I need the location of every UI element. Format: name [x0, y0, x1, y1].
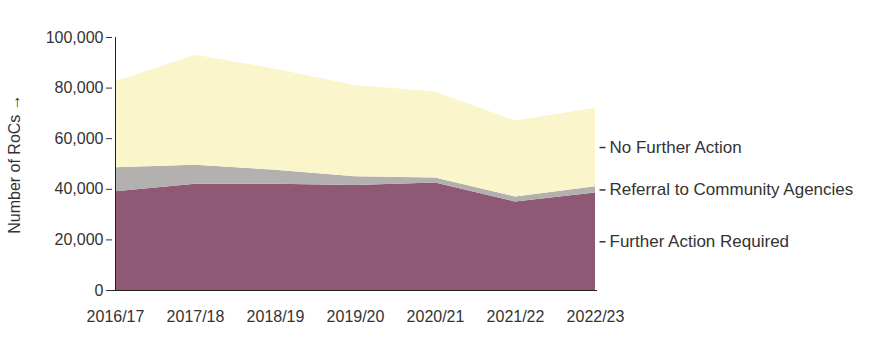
svg-text:2016/17: 2016/17 — [87, 308, 145, 325]
svg-text:2020/21: 2020/21 — [407, 308, 465, 325]
svg-text:100,000: 100,000 — [46, 29, 104, 46]
svg-text:40,000: 40,000 — [55, 180, 104, 197]
svg-text:60,000: 60,000 — [55, 130, 104, 147]
svg-text:Further Action Required: Further Action Required — [610, 232, 790, 251]
svg-text:20,000: 20,000 — [55, 231, 104, 248]
svg-text:2017/18: 2017/18 — [167, 308, 225, 325]
svg-text:2019/20: 2019/20 — [327, 308, 385, 325]
svg-text:2018/19: 2018/19 — [247, 308, 305, 325]
svg-text:2022/23: 2022/23 — [567, 308, 625, 325]
svg-text:80,000: 80,000 — [55, 79, 104, 96]
svg-text:No Further Action: No Further Action — [610, 138, 742, 157]
svg-text:Number of RoCs →: Number of RoCs → — [6, 94, 23, 234]
svg-text:Referral to Community Agencies: Referral to Community Agencies — [610, 180, 854, 199]
svg-text:2021/22: 2021/22 — [487, 308, 545, 325]
svg-text:0: 0 — [95, 282, 104, 299]
